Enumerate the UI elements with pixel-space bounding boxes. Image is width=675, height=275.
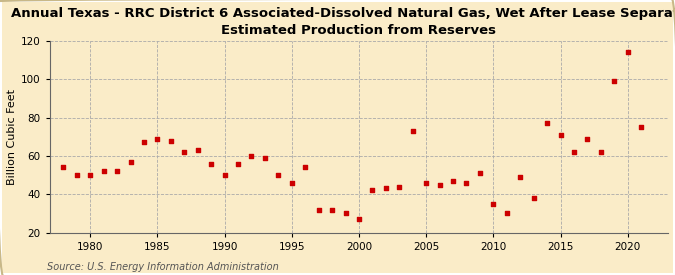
Point bbox=[609, 79, 620, 83]
Point bbox=[407, 129, 418, 133]
Point bbox=[138, 140, 149, 145]
Point bbox=[434, 182, 445, 187]
Point bbox=[233, 161, 244, 166]
Point bbox=[99, 169, 109, 174]
Point bbox=[515, 175, 526, 179]
Point bbox=[529, 196, 539, 200]
Point bbox=[179, 150, 190, 154]
Point bbox=[85, 173, 96, 177]
Point bbox=[542, 121, 553, 125]
Point bbox=[582, 136, 593, 141]
Point bbox=[636, 125, 647, 129]
Point bbox=[622, 50, 633, 54]
Point bbox=[125, 160, 136, 164]
Point bbox=[313, 207, 324, 212]
Point bbox=[300, 165, 310, 170]
Point bbox=[152, 136, 163, 141]
Point bbox=[367, 188, 378, 192]
Text: Source: U.S. Energy Information Administration: Source: U.S. Energy Information Administ… bbox=[47, 262, 279, 272]
Y-axis label: Billion Cubic Feet: Billion Cubic Feet bbox=[7, 89, 17, 185]
Point bbox=[246, 154, 257, 158]
Point bbox=[568, 150, 579, 154]
Point bbox=[165, 138, 176, 143]
Point bbox=[475, 171, 485, 175]
Point bbox=[381, 186, 392, 191]
Point bbox=[461, 180, 472, 185]
Point bbox=[259, 156, 270, 160]
Point bbox=[354, 217, 364, 221]
Point bbox=[421, 180, 431, 185]
Point bbox=[192, 148, 203, 152]
Point bbox=[273, 173, 284, 177]
Point bbox=[58, 165, 69, 170]
Title: Annual Texas - RRC District 6 Associated-Dissolved Natural Gas, Wet After Lease : Annual Texas - RRC District 6 Associated… bbox=[11, 7, 675, 37]
Point bbox=[595, 150, 606, 154]
Point bbox=[286, 180, 297, 185]
Point bbox=[340, 211, 351, 216]
Point bbox=[502, 211, 512, 216]
Point bbox=[555, 133, 566, 137]
Point bbox=[448, 178, 458, 183]
Point bbox=[219, 173, 230, 177]
Point bbox=[394, 184, 405, 189]
Point bbox=[111, 169, 122, 174]
Point bbox=[488, 202, 499, 206]
Point bbox=[72, 173, 82, 177]
Point bbox=[327, 207, 338, 212]
Point bbox=[206, 161, 217, 166]
